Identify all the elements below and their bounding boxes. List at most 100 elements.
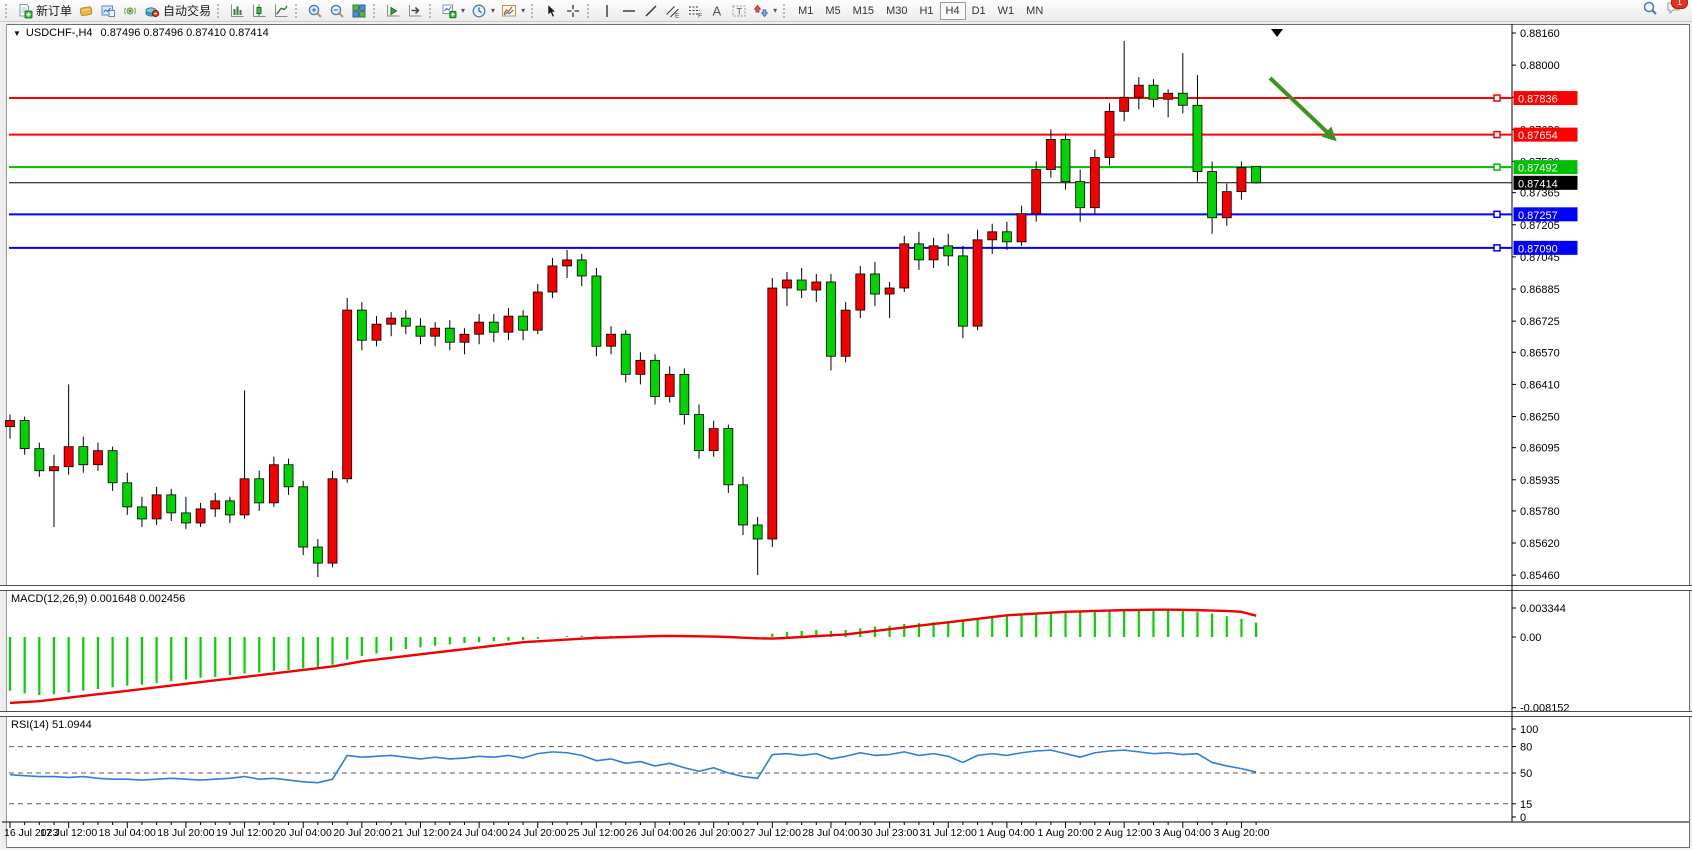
chart-shift-marker[interactable]	[1271, 29, 1283, 37]
new-order-button[interactable]: 新订单	[14, 1, 75, 21]
tile-windows-button[interactable]	[348, 1, 370, 21]
cursor-icon	[543, 3, 559, 19]
candle-body	[694, 414, 704, 452]
candlestick-button[interactable]	[248, 1, 270, 21]
candle-body	[444, 327, 455, 343]
search-icon[interactable]	[1642, 0, 1658, 21]
fibonacci-button[interactable]: F	[684, 1, 706, 21]
zoom-out-button[interactable]	[326, 1, 348, 21]
time-axis-label: 3 Aug 04:00	[1155, 827, 1211, 839]
candle-body	[34, 448, 45, 472]
time-axis-label: 19 Jul 12:00	[216, 827, 273, 839]
arrow-object-head[interactable]	[1321, 126, 1337, 142]
candle-body	[1148, 84, 1159, 100]
signal-button[interactable]	[119, 1, 141, 21]
chart-ohlc-quotes: 0.87496 0.87496 0.87410 0.87414	[100, 27, 269, 39]
candle-body	[576, 259, 587, 277]
time-axis-label: 30 Jul 23:00	[861, 827, 918, 839]
dropdown-arrow-icon[interactable]: ▾	[461, 6, 466, 15]
price-tick-label: 0.87205	[1520, 220, 1560, 232]
zoom-in-button[interactable]	[304, 1, 326, 21]
dropdown-arrow-icon[interactable]: ▾	[773, 6, 778, 15]
timeframe-button-h1[interactable]: H1	[919, 4, 934, 17]
timeframe-button-m1[interactable]: M1	[798, 4, 814, 17]
chart-canvas[interactable]: 0.881600.880000.878400.876800.875200.873…	[0, 22, 1692, 850]
hline-handle[interactable]	[1493, 210, 1501, 219]
dropdown-arrow-icon[interactable]: ▾	[521, 6, 526, 15]
timeframe-button-m5[interactable]: M5	[825, 4, 841, 17]
auto-scroll-button[interactable]	[382, 1, 404, 21]
pane-splitter[interactable]	[0, 585, 1692, 591]
chart-shift-button[interactable]	[404, 1, 426, 21]
line-chart-icon	[273, 3, 289, 19]
timeframe-button-mn[interactable]: MN	[1026, 4, 1044, 17]
window-left-edge	[2, 24, 7, 848]
text-label-button[interactable]: T	[728, 1, 750, 21]
hline-handle[interactable]	[1493, 130, 1501, 139]
candle-body	[298, 486, 309, 548]
candle-body	[914, 243, 924, 261]
hline-button[interactable]	[618, 1, 640, 21]
chart-window[interactable]	[2, 24, 1690, 848]
dropdown-arrow-icon[interactable]: ▾	[491, 6, 496, 15]
bar-chart-button[interactable]	[226, 1, 248, 21]
hline-handle[interactable]	[1493, 94, 1501, 102]
new-order-button-label: 新订单	[36, 4, 73, 18]
timeframe-button-h4[interactable]: H4	[939, 1, 966, 20]
candle-body	[1192, 104, 1203, 172]
market-watch-button[interactable]	[97, 1, 119, 21]
chart-symbol-period: USDCHF-,H4	[25, 27, 93, 39]
candle-body	[840, 309, 851, 357]
auto-trading-button[interactable]: 自动交易	[141, 1, 214, 21]
price-tick-label: 0.87045	[1520, 252, 1560, 264]
candle-body	[1133, 84, 1144, 98]
new-chart-button[interactable]: ▾	[438, 1, 468, 21]
candle-body	[1001, 231, 1012, 243]
cursor-button[interactable]	[540, 1, 562, 21]
time-axis-label: 27 Jul 12:00	[744, 827, 801, 839]
zoom-out-icon	[329, 3, 345, 19]
time-axis-label: 2 Aug 12:00	[1096, 827, 1152, 839]
price-badge-label: 0.87836	[1518, 94, 1558, 106]
channel-button[interactable]: E	[662, 1, 684, 21]
candle-body	[855, 273, 866, 311]
timeframe-button-w1[interactable]: W1	[997, 4, 1015, 17]
arrows-button[interactable]: ▾	[750, 1, 780, 21]
crosshair-button[interactable]	[562, 1, 584, 21]
profile-button[interactable]	[75, 1, 97, 21]
candle-body	[49, 466, 59, 472]
rsi-line	[9, 749, 1257, 784]
timeframe-button-d1[interactable]: D1	[971, 4, 986, 17]
vline-button[interactable]	[596, 1, 618, 21]
price-tick-label: 0.86885	[1520, 284, 1560, 296]
candle-body	[327, 478, 338, 564]
trendline-button[interactable]	[640, 1, 662, 21]
line-chart-button[interactable]	[270, 1, 292, 21]
timeframe-button-m30[interactable]: M30	[886, 4, 908, 17]
hline-handle[interactable]	[1493, 163, 1501, 171]
text-button[interactable]: A	[706, 1, 728, 21]
toolbar-groups: 新订单 自动交易 ▾ ▾ ▾ E F A T ▾	[2, 0, 780, 22]
candle-body	[958, 255, 968, 327]
profile-icon	[78, 3, 94, 19]
time-axis-label: 1 Aug 20:00	[1037, 827, 1093, 839]
template-button[interactable]: ▾	[498, 1, 528, 21]
pane-splitter[interactable]	[0, 711, 1692, 717]
macd-signal-line	[9, 608, 1257, 705]
price-badge-label: 0.87414	[1518, 178, 1558, 190]
hline-handle[interactable]	[1493, 244, 1501, 252]
candle-body	[884, 287, 895, 295]
toolbar-grip	[5, 3, 10, 18]
chart-dropdown-icon[interactable]: ▼	[13, 29, 21, 38]
notifications-button[interactable]: 1	[1666, 0, 1688, 21]
time-axis-label: 24 Jul 20:00	[509, 827, 566, 839]
arrow-object[interactable]	[1268, 76, 1330, 135]
candle-body	[782, 279, 792, 289]
price-badge	[1513, 91, 1578, 106]
price-badge-label: 0.87257	[1518, 210, 1558, 222]
timeframe-button-m15[interactable]: M15	[852, 4, 875, 17]
signal-icon	[122, 3, 138, 19]
candle-body	[386, 317, 397, 325]
period-button[interactable]: ▾	[468, 1, 498, 21]
price-tick-label: 0.85620	[1520, 538, 1560, 550]
